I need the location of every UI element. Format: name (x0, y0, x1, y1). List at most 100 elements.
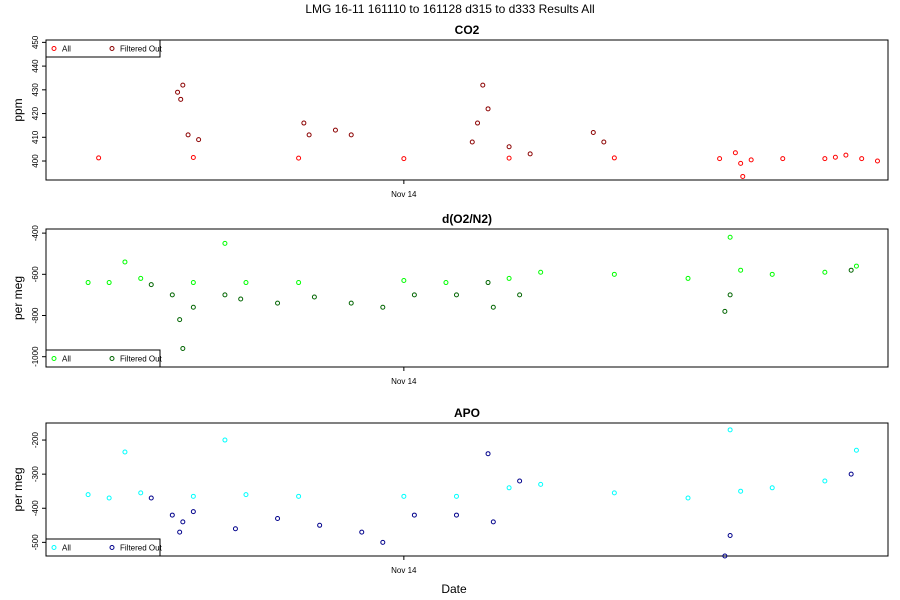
point-all (748, 157, 754, 163)
point-all (769, 271, 775, 277)
y-tick-label: -600 (31, 266, 40, 283)
point-filtered-out (175, 89, 181, 95)
point-all (190, 493, 196, 499)
point-filtered-out (727, 292, 733, 298)
plot-frame (45, 422, 889, 557)
point-all (853, 263, 859, 269)
point-all (401, 277, 407, 283)
point-filtered-out (196, 137, 202, 143)
point-filtered-out (490, 304, 496, 310)
point-all (717, 156, 723, 162)
point-filtered-out (177, 317, 183, 323)
point-all (138, 490, 144, 496)
legend-marker (51, 545, 57, 550)
point-all (822, 478, 828, 484)
point-all (106, 495, 112, 501)
legend-box (45, 349, 161, 368)
point-all (296, 280, 302, 286)
point-all (732, 150, 738, 156)
point-all (243, 492, 249, 498)
point-filtered-out (306, 132, 312, 138)
point-filtered-out (275, 515, 281, 521)
point-filtered-out (411, 292, 417, 298)
point-filtered-out (317, 522, 323, 528)
point-all (822, 269, 828, 275)
y-tick-label: -300 (31, 466, 40, 483)
point-filtered-out (232, 526, 238, 532)
point-all (122, 449, 128, 455)
legend-label: All (62, 544, 71, 553)
y-tick-label: 430 (31, 83, 40, 97)
figure-title: LMG 16-11 161110 to 161128 d315 to d333 … (305, 2, 594, 16)
point-all (822, 156, 828, 162)
point-filtered-out (180, 345, 186, 351)
legend-box (45, 39, 161, 58)
legend-marker (109, 545, 115, 550)
point-filtered-out (480, 82, 486, 88)
y-axis-label: per meg (11, 467, 25, 511)
point-filtered-out (722, 553, 728, 559)
point-all (96, 155, 102, 161)
point-all (538, 481, 544, 487)
point-filtered-out (517, 292, 523, 298)
legend: All Filtered Out (45, 39, 163, 58)
point-filtered-out (275, 300, 281, 306)
x-tick-label: Nov 14 (391, 566, 417, 575)
point-all (443, 280, 449, 286)
x-axis-label: Date (441, 582, 467, 596)
point-all (727, 427, 733, 433)
point-filtered-out (380, 539, 386, 545)
y-tick-label: -400 (31, 500, 40, 517)
point-filtered-out (180, 82, 186, 88)
point-all (859, 156, 865, 162)
legend-box (45, 538, 161, 557)
point-filtered-out (169, 512, 175, 518)
point-all (222, 437, 228, 443)
y-tick-label: 440 (31, 59, 40, 73)
point-filtered-out (148, 495, 154, 501)
point-filtered-out (485, 106, 491, 112)
legend: All Filtered Out (45, 349, 163, 368)
point-all (106, 280, 112, 286)
point-all (738, 267, 744, 273)
legend-label: Filtered Out (120, 45, 163, 54)
point-all (122, 259, 128, 265)
point-all (243, 280, 249, 286)
legend-marker (51, 46, 57, 51)
point-filtered-out (601, 139, 607, 145)
point-all (685, 495, 691, 501)
point-all (190, 280, 196, 286)
point-filtered-out (169, 292, 175, 298)
point-filtered-out (848, 471, 854, 477)
point-all (740, 173, 746, 179)
point-filtered-out (453, 292, 459, 298)
point-filtered-out (517, 478, 523, 484)
point-all (853, 447, 859, 453)
panel-title: APO (454, 406, 480, 420)
point-all (85, 492, 91, 498)
point-all (611, 490, 617, 496)
point-filtered-out (238, 296, 244, 302)
y-axis-label: ppm (11, 98, 25, 121)
point-filtered-out (485, 280, 491, 286)
plot-frame (45, 39, 889, 181)
legend-marker (109, 356, 115, 361)
point-filtered-out (722, 308, 728, 314)
point-filtered-out (848, 267, 854, 273)
legend: All Filtered Out (45, 538, 163, 557)
legend-label: All (62, 45, 71, 54)
point-all (453, 493, 459, 499)
point-all (506, 275, 512, 281)
point-all (401, 493, 407, 499)
panel-title: d(O2/N2) (442, 212, 492, 226)
panel-title: CO2 (455, 23, 480, 37)
point-all (85, 280, 91, 286)
x-tick-label: Nov 14 (391, 377, 417, 386)
legend-label: All (62, 355, 71, 364)
point-filtered-out (177, 529, 183, 535)
legend-label: Filtered Out (120, 544, 163, 553)
point-filtered-out (190, 304, 196, 310)
point-all (843, 152, 849, 158)
point-filtered-out (469, 139, 475, 145)
legend-marker (51, 356, 57, 361)
